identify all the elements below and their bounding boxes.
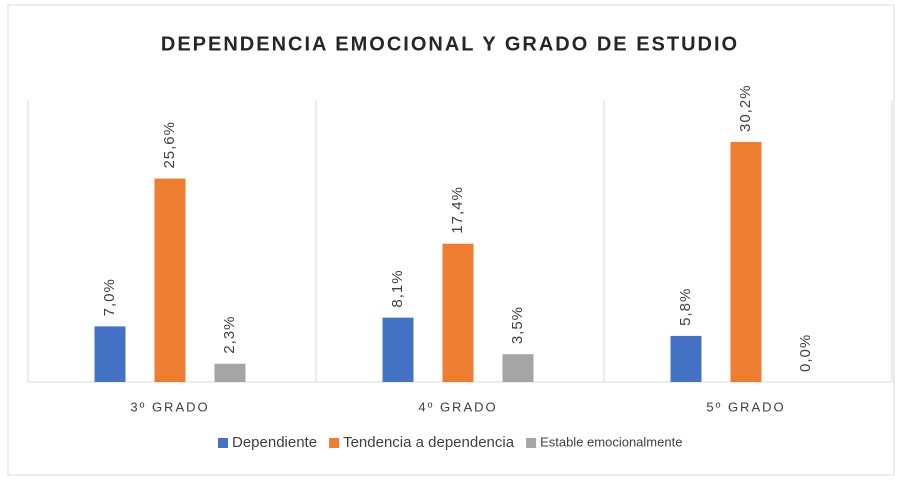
x-tick-label: 3º GRADO [130,399,209,414]
legend-swatch [526,438,537,448]
chart-title: DEPENDENCIA EMOCIONAL Y GRADO DE ESTUDIO [161,33,739,55]
data-label: 8,1% [389,269,406,307]
data-label: 3,5% [509,306,526,344]
bar [94,326,126,382]
legend-swatch [218,438,228,448]
data-label: 30,2% [737,84,754,132]
x-tick-label: 4º GRADO [418,399,497,414]
bar [730,142,762,382]
data-label: 7,0% [101,278,118,316]
legend-label: Tendencia a dependencia [343,434,515,451]
bar [214,363,246,382]
data-label: 2,3% [221,316,238,354]
data-label: 17,4% [449,186,466,234]
legend-label: Dependiente [232,434,317,451]
legend-swatch [329,438,340,448]
x-tick-label: 5º GRADO [706,399,785,414]
data-label: 5,8% [677,288,694,326]
bar [502,354,534,382]
bar [382,317,414,382]
bar [670,335,702,382]
bar [442,243,474,382]
data-label: 0,0% [797,334,814,372]
data-label: 25,6% [161,121,178,169]
legend-label: Estable emocionalmente [540,434,682,449]
bar [154,178,186,382]
